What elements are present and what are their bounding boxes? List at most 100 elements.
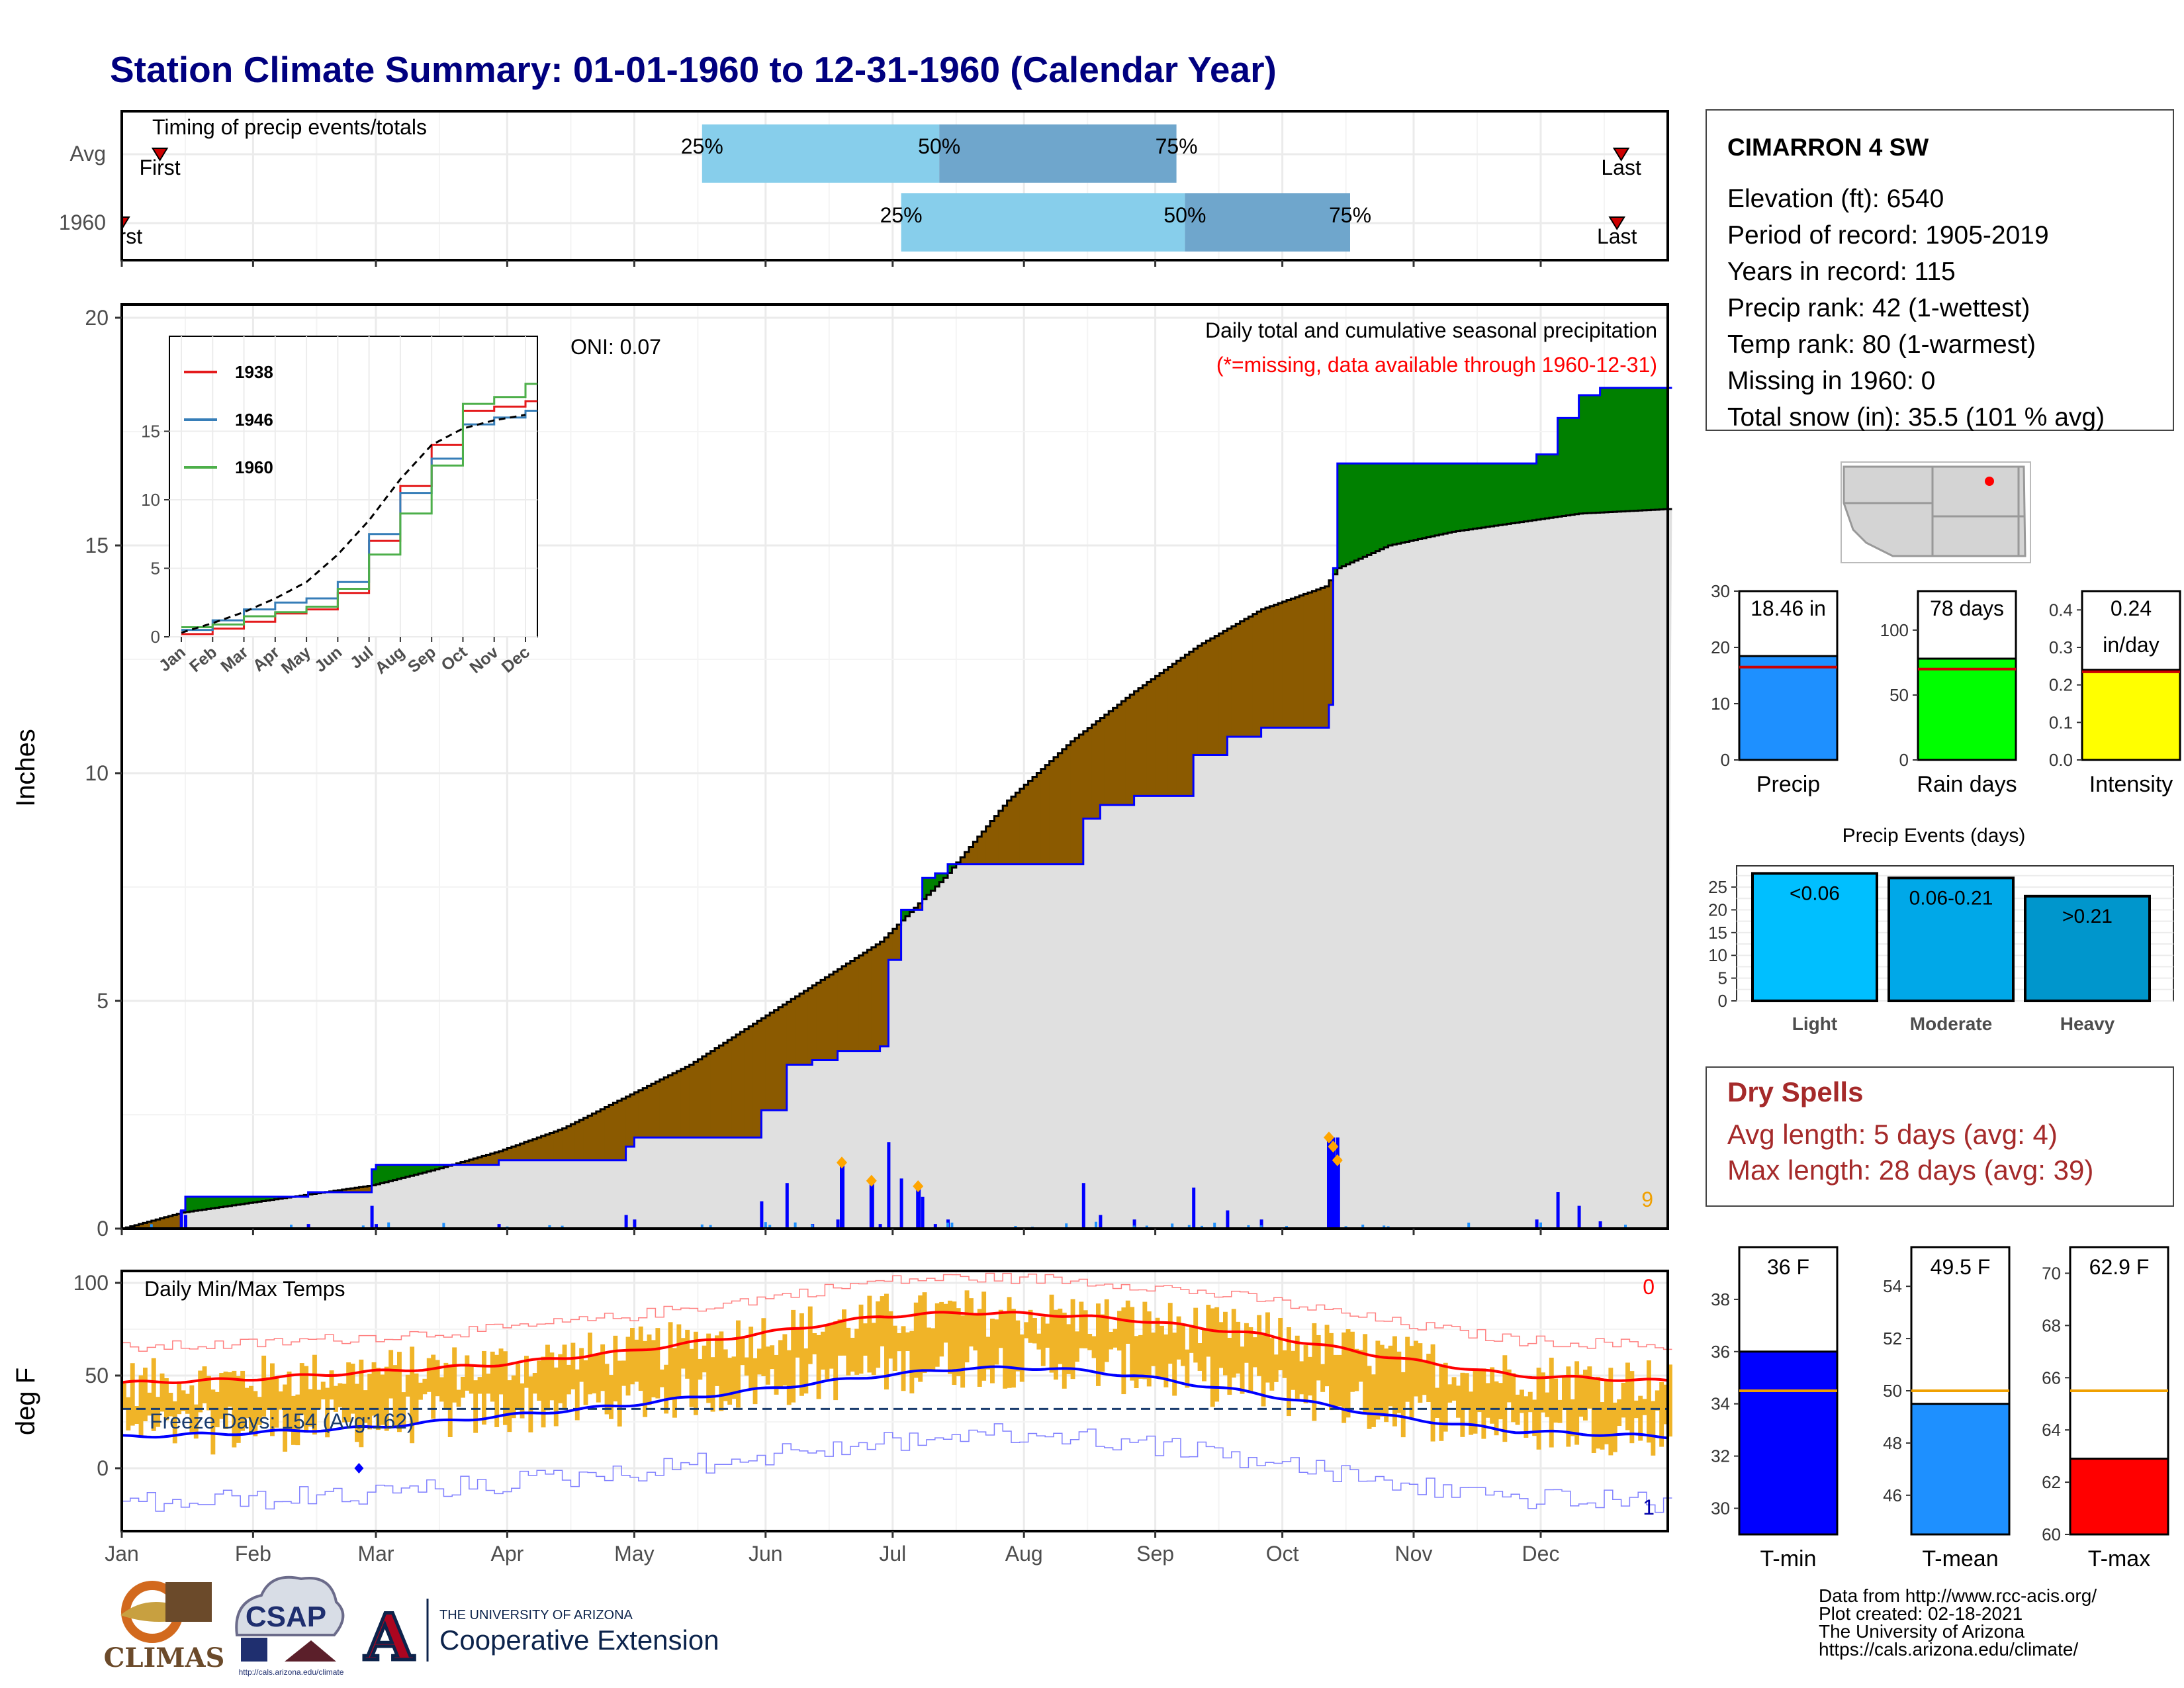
below-average-area [1252,614,1257,737]
daily-temp-range-bar [621,1360,627,1386]
below-average-area [1079,734,1084,865]
daily-temp-range-bar [676,1324,682,1397]
daily-temp-range-bar [1485,1383,1490,1418]
daily-temp-range-bar [295,1394,300,1446]
trace-precip-bar [150,1224,153,1229]
above-average-area [952,864,957,868]
daily-temp-range-bar [1557,1399,1563,1423]
below-average-area [858,955,864,1051]
daily-precip-bar [1556,1192,1560,1229]
daily-temp-range-bar [1629,1371,1635,1444]
temp-bar-label: T-min [1760,1546,1817,1571]
first-event-label: First [139,156,180,179]
precip-events-title: Precip Events (days) [1843,825,2026,847]
daily-precip-bar [633,1219,637,1229]
daily-temp-range-bar [858,1304,864,1374]
daily-temp-range-bar [1659,1382,1664,1447]
footer-line-1: Data from http://www.rcc-acis.org/ [1819,1585,2097,1606]
below-average-area [177,1213,182,1229]
daily-temp-range-bar [981,1291,987,1381]
small-bar-tick-label: 0.1 [2049,712,2073,732]
daily-temp-range-bar [1138,1335,1143,1379]
events-tick-label: 0 [1718,991,1727,1011]
below-average-area [477,1157,482,1165]
below-average-area [524,1142,529,1160]
above-average-area [1506,463,1512,524]
daily-temp-range-bar [1223,1311,1228,1376]
daily-temp-range-bar [922,1292,927,1374]
daily-temp-range-bar [837,1319,842,1356]
daily-temp-range-bar [634,1339,639,1382]
above-average-area [1443,463,1448,534]
trace-precip-bar [1467,1222,1471,1229]
above-average-area [934,873,940,887]
daily-temp-range-bar [1252,1337,1257,1368]
below-average-area [1240,621,1245,737]
below-average-area [1303,594,1308,728]
daily-temp-range-bar [270,1363,275,1436]
below-average-area [846,963,851,1051]
below-average-area [651,1084,656,1138]
daily-temp-range-bar [1167,1303,1173,1364]
daily-temp-range-bar [553,1367,559,1427]
daily-precip-bar [1081,1183,1085,1229]
daily-temp-range-bar [1202,1329,1206,1382]
below-average-area [1185,655,1190,796]
below-average-area [1066,745,1071,865]
above-average-area [244,1196,250,1204]
daily-temp-range-bar [803,1348,809,1394]
daily-temp-range-bar [223,1372,228,1429]
below-average-area [680,1068,686,1138]
trace-precip-bar [1171,1223,1174,1229]
daily-temp-range-bar [579,1348,584,1382]
daily-temp-range-bar [1570,1399,1575,1436]
daily-temp-range-bar [1117,1311,1122,1351]
daily-temp-range-bar [545,1344,550,1411]
above-average-area [228,1196,232,1206]
temp-bar-tick-label: 52 [1883,1329,1902,1348]
daily-temp-range-bar [1265,1312,1270,1383]
above-average-area [223,1196,228,1207]
daily-temp-range-bar [329,1370,334,1400]
above-average-area [1608,387,1614,512]
daily-temp-range-bar [1414,1340,1418,1397]
below-average-area [516,1145,521,1160]
timing-label: Timing of precip events/totals [152,115,427,139]
above-average-area [1422,463,1427,538]
daily-temp-range-bar [1524,1396,1529,1438]
daily-temp-range-bar [198,1370,203,1413]
inset-legend-label: 1946 [235,410,273,430]
below-average-area [1011,796,1016,865]
inset-average-line [181,414,526,634]
above-average-area [1379,463,1385,549]
above-average-area [1502,463,1508,525]
timing-row-avg-label: Avg [69,142,106,165]
above-average-area [219,1196,224,1207]
daily-temp-range-bar [1083,1310,1088,1348]
small-bar-label: Rain days [1917,772,2017,797]
daily-temp-range-bar [405,1374,410,1397]
below-average-area [134,1225,140,1229]
below-average-area [867,949,872,1051]
daily-temp-range-bar [410,1346,415,1444]
trace-precip-bar [387,1222,390,1229]
daily-temp-range-bar [1502,1355,1508,1442]
daily-temp-range-bar [625,1336,631,1396]
above-average-area [1651,387,1656,510]
below-average-area [1024,784,1029,865]
below-average-area [913,908,919,910]
above-average-area [380,1164,385,1184]
temp-bar-tick-label: 68 [2042,1315,2061,1335]
below-average-area [1054,757,1058,865]
above-average-area [1553,454,1559,518]
above-average-area [1460,463,1465,531]
above-average-area [443,1164,449,1167]
daily-temp-range-bar [761,1318,766,1377]
station-location-dot [1985,477,1994,486]
daily-temp-range-bar [350,1364,355,1414]
below-average-area [761,1018,766,1111]
below-average-area [541,1136,546,1160]
below-average-area [694,1062,698,1138]
daily-temp-range-bar [592,1356,597,1393]
